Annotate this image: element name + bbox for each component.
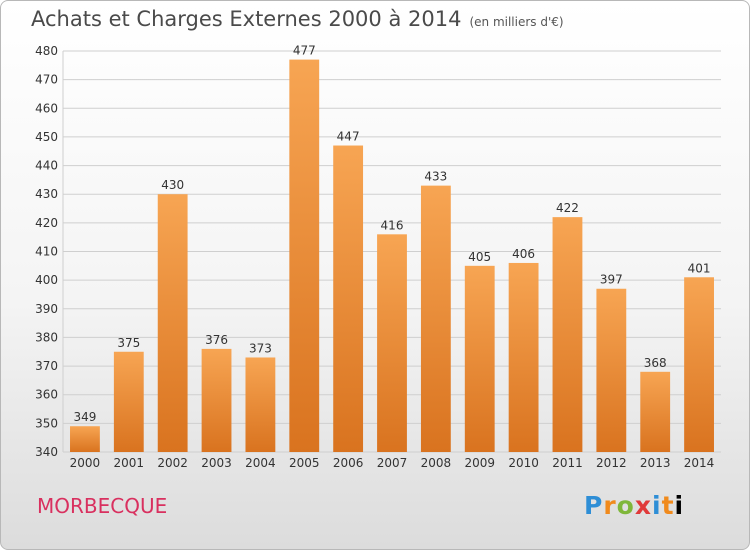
data-label-2008: 433 <box>424 170 447 184</box>
x-tick-label: 2014 <box>684 456 715 470</box>
data-label-2012: 397 <box>600 273 623 287</box>
y-tick-label: 440 <box>35 159 58 173</box>
x-tick-label: 2000 <box>70 456 101 470</box>
x-tick-label: 2011 <box>552 456 583 470</box>
bar-2014 <box>684 277 714 452</box>
data-label-2014: 401 <box>688 261 711 275</box>
title-unit: (en milliers d'€) <box>469 15 564 29</box>
commune-name: MORBECQUE <box>37 494 168 518</box>
x-tick-label: 2010 <box>508 456 539 470</box>
x-tick-label: 2013 <box>640 456 671 470</box>
y-tick-label: 370 <box>35 359 58 373</box>
x-tick-label: 2006 <box>333 456 364 470</box>
y-tick-label: 420 <box>35 216 58 230</box>
bar-2002 <box>157 194 188 452</box>
y-tick-label: 480 <box>35 44 58 58</box>
y-axis-ticks: 340 350 360 370 380 390 400 410 420 430 440 450 460 4… <box>35 44 58 459</box>
y-tick-label: 430 <box>35 187 58 201</box>
data-label-2004: 373 <box>249 341 272 355</box>
data-label-2010: 406 <box>512 247 535 261</box>
x-tick-label: 2003 <box>201 456 232 470</box>
x-tick-label: 2012 <box>596 456 627 470</box>
y-tick-label: 450 <box>35 130 58 144</box>
y-tick-label: 460 <box>35 101 58 115</box>
bar-2010 <box>508 262 539 452</box>
bar-2003 <box>201 348 232 452</box>
bar-2013 <box>640 371 671 452</box>
x-tick-label: 2005 <box>289 456 320 470</box>
bar-2007 <box>377 234 407 452</box>
value-labels: 349 375 430 376 373 477 447 416 433 405 406 422 397 3… <box>73 44 710 425</box>
bar-2008 <box>420 185 451 452</box>
bar-2004 <box>245 357 276 452</box>
bar-2012 <box>596 288 627 452</box>
x-tick-label: 2009 <box>464 456 495 470</box>
proxiti-logo: Proxiti <box>584 491 685 520</box>
y-tick-label: 470 <box>35 73 58 87</box>
x-tick-label: 2001 <box>114 456 145 470</box>
title-text: Achats et Charges Externes 2000 à 2014 <box>31 7 462 31</box>
data-label-2009: 405 <box>468 250 491 264</box>
x-tick-label: 2008 <box>421 456 452 470</box>
y-tick-label: 350 <box>35 416 58 430</box>
data-label-2013: 368 <box>644 356 667 370</box>
y-tick-label: 410 <box>35 245 58 259</box>
data-label-2003: 376 <box>205 333 228 347</box>
data-label-2006: 447 <box>337 130 360 144</box>
data-label-2000: 349 <box>73 410 96 424</box>
bar-2001 <box>113 351 144 452</box>
y-tick-label: 360 <box>35 388 58 402</box>
chart-title: Achats et Charges Externes 2000 à 2014 (e… <box>31 7 564 31</box>
y-tick-label: 380 <box>35 330 58 344</box>
bar-2009 <box>464 265 495 452</box>
data-label-2005: 477 <box>293 44 316 58</box>
x-tick-label: 2004 <box>245 456 276 470</box>
y-tick-label: 340 <box>35 445 58 459</box>
bar-2005 <box>289 59 320 452</box>
x-axis-ticks: 2000 2001 2002 2003 2004 2005 2006 2007 2008 2009… <box>70 456 715 470</box>
data-label-2002: 430 <box>161 178 184 192</box>
bar-2006 <box>333 145 364 452</box>
x-tick-label: 2002 <box>157 456 188 470</box>
bar-2011 <box>552 217 583 452</box>
y-tick-label: 390 <box>35 302 58 316</box>
bar-2000 <box>70 426 100 452</box>
bars <box>70 59 714 452</box>
y-tick-label: 400 <box>35 273 58 287</box>
x-tick-label: 2007 <box>377 456 408 470</box>
data-label-2011: 422 <box>556 201 579 215</box>
data-label-2001: 375 <box>117 336 140 350</box>
data-label-2007: 416 <box>381 218 404 232</box>
